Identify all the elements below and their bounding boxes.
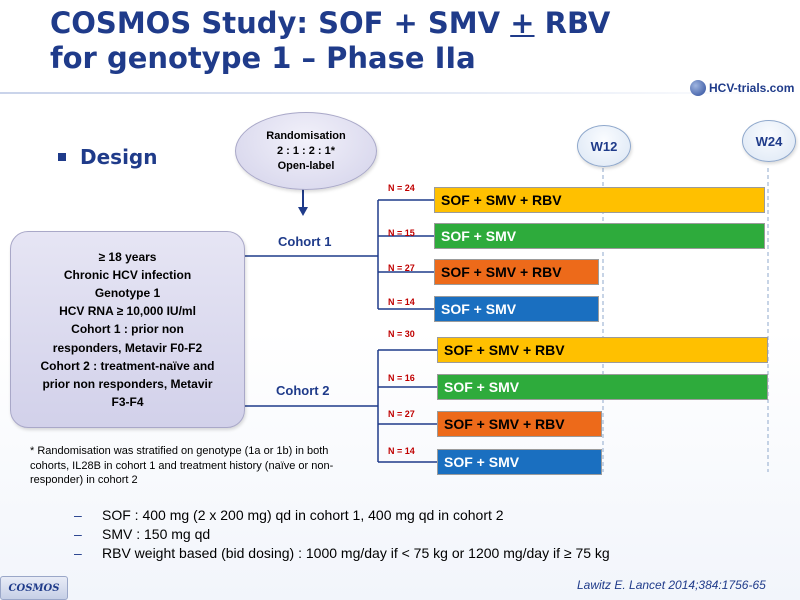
criteria-line: responders, Metavir F0-F2 bbox=[52, 340, 203, 355]
treatment-arm: SOF + SMV + RBV bbox=[437, 337, 768, 363]
criteria-line: Cohort 1 : prior non bbox=[71, 322, 184, 337]
treatment-arm: SOF + SMV bbox=[434, 296, 599, 322]
dosing-note: – SOF : 400 mg (2 x 200 mg) qd in cohort … bbox=[74, 506, 610, 525]
arm-n-label: N = 16 bbox=[388, 373, 415, 383]
criteria-line: Genotype 1 bbox=[94, 285, 161, 300]
arm-n-label: N = 30 bbox=[388, 329, 415, 339]
slide-title: COSMOS Study: SOF + SMV + RBV for genoty… bbox=[50, 6, 670, 76]
dash-bullet: – bbox=[74, 526, 82, 542]
reference-citation: Lawitz E. Lancet 2014;384:1756-65 bbox=[577, 578, 766, 592]
study-tag: COSMOS bbox=[0, 576, 68, 600]
dosing-note: – RBV weight based (bid dosing) : 1000 mg… bbox=[74, 544, 610, 563]
title-prefix: COSMOS Study: SOF + SMV bbox=[50, 6, 511, 40]
week-12-marker: W12 bbox=[577, 125, 631, 167]
treatment-arm: SOF + SMV + RBV bbox=[434, 187, 765, 213]
randomisation-footnote: * Randomisation was stratified on genoty… bbox=[30, 445, 334, 486]
dosing-note-text: SMV : 150 mg qd bbox=[102, 526, 211, 542]
dosing-notes: – SOF : 400 mg (2 x 200 mg) qd in cohort … bbox=[74, 506, 610, 563]
randomisation-box: Randomisation 2 : 1 : 2 : 1* Open-label bbox=[235, 112, 377, 190]
section-heading: Design bbox=[58, 145, 157, 169]
treatment-arm: SOF + SMV bbox=[437, 449, 602, 475]
criteria-line: ≥ 18 years bbox=[98, 249, 157, 264]
dash-bullet: – bbox=[74, 507, 82, 523]
arm-n-label: N = 14 bbox=[388, 297, 415, 307]
plus-minus-symbol: + bbox=[510, 6, 535, 40]
title-divider bbox=[0, 92, 800, 94]
treatment-arm: SOF + SMV + RBV bbox=[437, 411, 602, 437]
cohort-1-label: Cohort 1 bbox=[278, 234, 332, 249]
arm-n-label: N = 24 bbox=[388, 183, 415, 193]
week-24-marker: W24 bbox=[742, 120, 796, 162]
arm-n-label: N = 14 bbox=[388, 446, 415, 456]
arm-n-label: N = 15 bbox=[388, 228, 415, 238]
treatment-arm: SOF + SMV bbox=[434, 223, 765, 249]
criteria-line: F3-F4 bbox=[111, 395, 144, 410]
square-bullet-icon bbox=[58, 152, 66, 161]
title-suffix: RBV bbox=[534, 6, 611, 40]
criteria-line: prior non responders, Metavir bbox=[42, 377, 213, 391]
hcv-trials-logo: HCV-trials.com bbox=[690, 78, 794, 98]
randomisation-design: Open-label bbox=[277, 159, 335, 172]
dosing-note-text: SOF : 400 mg (2 x 200 mg) qd in cohort 1… bbox=[102, 507, 504, 523]
dash-bullet: – bbox=[74, 545, 82, 561]
randomisation-ratio: 2 : 1 : 2 : 1* bbox=[276, 144, 336, 157]
dosing-note-text: RBV weight based (bid dosing) : 1000 mg/… bbox=[102, 545, 610, 561]
dosing-note: – SMV : 150 mg qd bbox=[74, 525, 610, 544]
treatment-arm: SOF + SMV bbox=[437, 374, 768, 400]
arm-n-label: N = 27 bbox=[388, 409, 415, 419]
randomisation-title: Randomisation bbox=[266, 129, 346, 142]
criteria-line: Chronic HCV infection bbox=[63, 267, 192, 282]
logo-text: HCV-trials.com bbox=[709, 81, 795, 95]
title-line-1: COSMOS Study: SOF + SMV + RBV bbox=[50, 6, 670, 41]
treatment-arm: SOF + SMV + RBV bbox=[434, 259, 599, 285]
arm-n-label: N = 27 bbox=[388, 263, 415, 273]
section-heading-text: Design bbox=[80, 145, 158, 169]
criteria-line: HCV RNA ≥ 10,000 IU/ml bbox=[59, 304, 196, 319]
title-line-2: for genotype 1 – Phase IIa bbox=[50, 41, 476, 75]
cohort-2-label: Cohort 2 bbox=[276, 383, 330, 398]
criteria-line: Cohort 2 : treatment-naïve and bbox=[40, 358, 215, 373]
inclusion-criteria-box: ≥ 18 years Chronic HCV infection Genotyp… bbox=[10, 231, 245, 428]
logo-icon bbox=[690, 80, 706, 96]
